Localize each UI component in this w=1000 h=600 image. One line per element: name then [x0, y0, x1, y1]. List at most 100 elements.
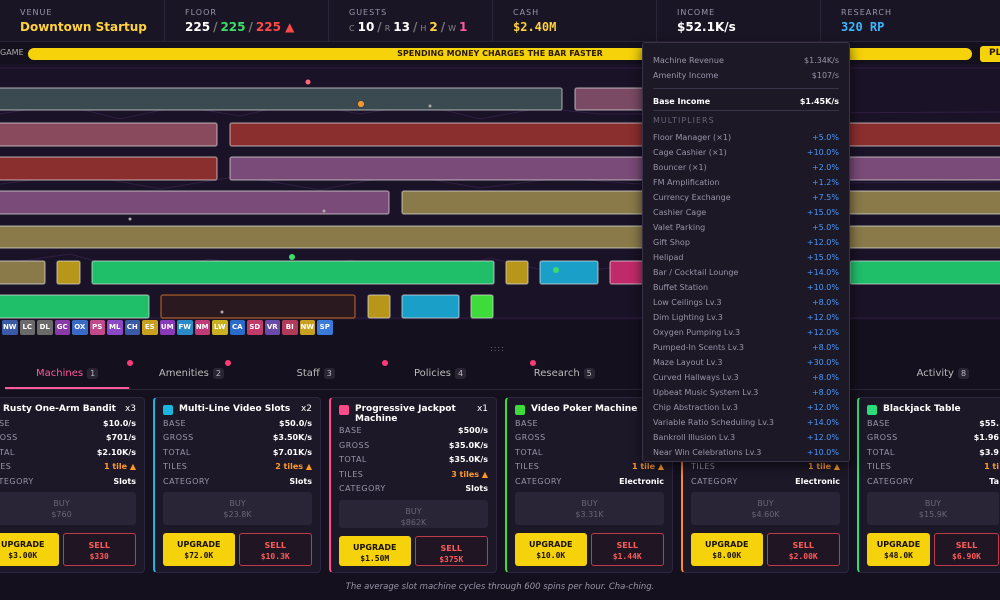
chip[interactable]: ES [142, 320, 158, 335]
buy-button[interactable]: BUY $3.31K [515, 492, 664, 525]
row-value: 1 tile ▲ [103, 462, 136, 471]
button-row: UPGRADE $3.00K SELL $330 [0, 533, 136, 566]
tooltip-value: $107/s [811, 71, 839, 80]
row-label: CATEGORY [691, 476, 738, 486]
stat-row: BASE $55. [867, 417, 999, 432]
tooltip-row: Helipad +15.0% [653, 250, 839, 265]
sell-button[interactable]: SELL $375K [414, 536, 488, 566]
buy-button[interactable]: BUY $15.9K [867, 492, 999, 525]
chip[interactable]: NW [299, 320, 315, 335]
header-bar: VENUE Downtown Startup FLOOR 225/225/225 ▲ G… [0, 0, 1000, 42]
sell-button[interactable]: SELL $330 [62, 533, 136, 566]
sell-label: SELL [792, 541, 814, 550]
tab-count: 3 [323, 368, 335, 379]
stat-row: TOTAL $35.0K/s [339, 453, 488, 468]
chip[interactable]: NM [194, 320, 210, 335]
tab[interactable]: Machines 1 [5, 360, 130, 389]
buy-button[interactable]: BUY $862K [339, 499, 488, 528]
upgrade-button[interactable]: UPGRADE $10.0K [515, 533, 587, 566]
tab[interactable]: Activity 8 [881, 360, 1000, 389]
chip[interactable]: FW [177, 320, 193, 335]
tooltip-row: Bankroll Illusion Lv.3 +12.0% [653, 430, 839, 445]
row-value: $701/s [106, 433, 136, 442]
chip[interactable]: CA [229, 320, 245, 335]
tooltip-value: +2.0% [811, 163, 839, 172]
row-label: GROSS [515, 433, 546, 442]
chip[interactable]: DL [37, 320, 53, 335]
tooltip-row: Bouncer (×1) +2.0% [653, 160, 839, 175]
chip[interactable]: NW [2, 320, 18, 335]
chip[interactable]: VR [264, 320, 280, 335]
buy-price: $3.31K [575, 510, 604, 519]
chip[interactable]: SD [247, 320, 263, 335]
sell-button[interactable]: SELL $1.44K [590, 533, 664, 566]
tooltip-section: MULTIPLIERS [653, 110, 839, 130]
sell-label: SELL [440, 544, 462, 553]
tooltip-value: +12.0% [806, 328, 839, 337]
tooltip-label: Amenity Income [653, 71, 719, 80]
stat-part: 13 [393, 20, 410, 34]
tooltip-row: Floor Manager (×1) +5.0% [653, 130, 839, 145]
row-value: $7.01K/s [272, 447, 312, 457]
chip[interactable]: LC [19, 320, 35, 335]
tooltip-row: Chip Abstraction Lv.3 +12.0% [653, 400, 839, 415]
upgrade-button[interactable]: UPGRADE $72.0K [163, 533, 235, 566]
tooltip-label: Curved Hallways Lv.3 [653, 373, 739, 382]
sell-button[interactable]: SELL $10.3K [238, 533, 312, 566]
tooltip-value: +1.2% [811, 178, 839, 187]
stat-part: 225 [185, 20, 211, 34]
machine-card: Multi-Line Video Slots x2 BASE $50.0/s GROSS… [153, 397, 321, 573]
tooltip-value: +10.0% [806, 448, 839, 457]
row-label: TILES [163, 462, 188, 471]
card-header: Progressive Jackpot Machine x1 [339, 404, 488, 424]
stat-label: GUESTS [349, 8, 388, 17]
row-label: CATEGORY [0, 476, 34, 486]
row-label: BASE [163, 418, 187, 428]
tooltip-value: +15.0% [806, 253, 839, 262]
resize-handle[interactable]: :::: [490, 344, 505, 353]
upgrade-button[interactable]: UPGRADE $1.50M [339, 536, 411, 566]
buy-label: BUY [757, 499, 774, 508]
sell-button[interactable]: SELL $6.90K [934, 533, 999, 566]
chip[interactable]: OX [72, 320, 88, 335]
buy-button[interactable]: BUY $760 [0, 492, 136, 525]
upgrade-price: $48.0K [884, 551, 913, 560]
tooltip-value: +12.0% [806, 433, 839, 442]
buy-button[interactable]: BUY $4.60K [691, 492, 840, 525]
stat-row: GROSS $35.0K/s [339, 439, 488, 454]
stat-row: CATEGORY Electronic [691, 475, 840, 490]
chip[interactable]: GC [54, 320, 70, 335]
upgrade-label: UPGRADE [876, 540, 921, 549]
upgrade-button[interactable]: UPGRADE $48.0K [867, 533, 930, 566]
upgrade-button[interactable]: UPGRADE $3.00K [0, 533, 59, 566]
row-value: $500/s [458, 426, 488, 435]
chip[interactable]: SP [317, 320, 333, 335]
sell-button[interactable]: SELL $2.00K [766, 533, 840, 566]
tooltip-label: Bar / Cocktail Lounge [653, 268, 739, 277]
chip[interactable]: PS [89, 320, 105, 335]
buy-button[interactable]: BUY $23.8K [163, 492, 312, 525]
tooltip-row: Valet Parking +5.0% [653, 220, 839, 235]
chip[interactable]: CH [124, 320, 140, 335]
play-button[interactable]: PL [980, 46, 1000, 62]
tab[interactable]: Amenities 2 [129, 360, 253, 389]
tooltip-row: Gift Shop +12.0% [653, 235, 839, 250]
tooltip-value: +8.0% [811, 298, 839, 307]
chip[interactable]: LW [212, 320, 228, 335]
chip[interactable]: BI [282, 320, 298, 335]
buy-price: $4.60K [751, 510, 780, 519]
stat-row: TOTAL $2.10K/s [0, 446, 136, 461]
tab-count: 5 [583, 368, 595, 379]
chip[interactable]: ML [107, 320, 123, 335]
upgrade-button[interactable]: UPGRADE $8.00K [691, 533, 763, 566]
tab[interactable]: Staff 3 [254, 360, 378, 389]
buy-price: $23.8K [223, 510, 252, 519]
tab[interactable]: Policies 4 [378, 360, 502, 389]
buy-label: BUY [924, 499, 942, 508]
tab[interactable]: Research 5 [502, 360, 626, 389]
chip[interactable]: UM [159, 320, 175, 335]
sell-label: SELL [616, 541, 638, 550]
tooltip-label: Chip Abstraction Lv.3 [653, 403, 739, 412]
